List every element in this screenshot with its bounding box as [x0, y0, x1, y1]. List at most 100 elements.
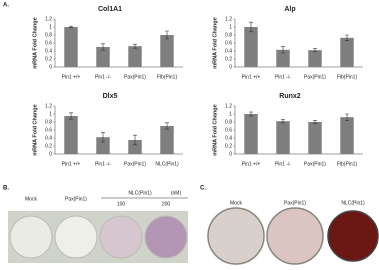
x-tick-label: Pax(Pin1) — [124, 74, 146, 80]
bar — [276, 49, 290, 67]
y-tick-label: 0.8 — [45, 32, 52, 38]
y-tick-label: 1.2 — [225, 103, 232, 109]
well-label: NLC(Pin1) — [128, 190, 152, 196]
error-bar — [281, 119, 285, 124]
y-tick-label: 1.2 — [225, 16, 232, 22]
bar — [308, 122, 322, 154]
y-axis-label: mRNA Fold Change — [212, 104, 218, 155]
y-tick-label: 0.4 — [45, 48, 52, 54]
well — [9, 215, 53, 259]
x-tick-label: Pin1 -/- — [95, 161, 111, 167]
y-tick-label: 0.8 — [225, 32, 232, 38]
bar — [128, 140, 142, 154]
y-tick-label: 0.6 — [45, 40, 52, 46]
dish — [327, 210, 379, 262]
y-tick-label: 0.4 — [225, 135, 232, 141]
y-tick-label: 1.2 — [45, 16, 52, 22]
bar — [64, 116, 78, 154]
x-tick-label: Flb(Pin1) — [337, 74, 358, 80]
unit-label: (nM) — [171, 190, 182, 196]
dish-label: NLC(Pin1) — [341, 200, 365, 206]
y-tick-label: 1 — [49, 111, 52, 117]
x-tick-label: Pin1 -/- — [275, 74, 291, 80]
dish-label: Pax(Pin1) — [284, 200, 306, 206]
bar — [244, 27, 258, 67]
error-bar — [165, 30, 169, 40]
panel-label: B. — [3, 186, 9, 192]
y-tick-label: 1 — [229, 111, 232, 117]
y-tick-label: 0.2 — [45, 56, 52, 62]
error-bar — [165, 122, 169, 130]
bar — [96, 137, 110, 154]
y-tick-label: 0.8 — [45, 119, 52, 125]
x-tick-label: Pin1 +/+ — [242, 161, 261, 167]
bar — [308, 50, 322, 67]
error-bar — [249, 111, 253, 117]
y-tick-label: 0.2 — [45, 143, 52, 149]
well — [144, 215, 188, 259]
chart-title: Runx2 — [279, 93, 301, 100]
y-tick-label: 0.6 — [45, 127, 52, 133]
y-tick-label: 0.8 — [225, 119, 232, 125]
y-tick-label: 0.2 — [225, 143, 232, 149]
chart-title: Alp — [284, 6, 295, 13]
chart-title: Col1A1 — [98, 6, 122, 13]
y-tick-label: 0 — [229, 151, 232, 157]
y-tick-label: 0 — [229, 64, 232, 70]
x-tick-label: Pax(Pin1) — [124, 161, 146, 167]
error-bar — [133, 134, 137, 146]
bar — [276, 121, 290, 154]
error-bar — [249, 21, 253, 33]
x-tick-label: Pin1 +/+ — [62, 74, 81, 80]
chart-title: Dlx5 — [103, 93, 118, 100]
x-tick-label: Pin1 +/+ — [62, 161, 81, 167]
y-tick-label: 1.2 — [45, 103, 52, 109]
bar — [64, 27, 78, 67]
dish — [207, 207, 265, 265]
dish-label: Mock — [230, 200, 242, 206]
bar — [128, 46, 142, 67]
bar — [160, 126, 174, 154]
x-tick-label: Flb(Pin1) — [337, 161, 358, 167]
x-tick-label: Flb(Pin1) — [157, 74, 178, 80]
x-tick-label: Pax(Pin1) — [304, 161, 326, 167]
bar — [96, 47, 110, 67]
error-bar — [101, 43, 105, 51]
error-bar — [281, 46, 285, 54]
dose-label: 200 — [162, 201, 171, 207]
x-tick-label: NLC(Pin1) — [155, 161, 179, 167]
error-bar — [69, 112, 73, 120]
panel-label: A. — [3, 3, 9, 9]
y-tick-label: 1 — [229, 24, 232, 30]
well — [99, 215, 143, 259]
y-tick-label: 0.6 — [225, 40, 232, 46]
y-tick-label: 0.6 — [225, 127, 232, 133]
y-axis-label: mRNA Fold Change — [32, 104, 38, 155]
error-bar — [345, 34, 349, 41]
error-bar — [345, 113, 349, 121]
x-tick-label: Pin1 -/- — [95, 74, 111, 80]
x-tick-label: Pax(Pin1) — [304, 74, 326, 80]
bar — [244, 114, 258, 154]
error-bar — [133, 43, 137, 49]
error-bar — [101, 132, 105, 143]
y-axis-label: mRNA Fold Change — [32, 17, 38, 68]
y-tick-label: 0.2 — [225, 56, 232, 62]
y-tick-label: 1 — [49, 24, 52, 30]
y-axis-label: mRNA Fold Change — [212, 17, 218, 68]
y-tick-label: 0.4 — [45, 135, 52, 141]
well-label: Mock — [25, 196, 37, 202]
error-bar — [313, 48, 317, 53]
well-label: Pax(Pin1) — [65, 196, 87, 202]
bar — [340, 117, 354, 154]
dish — [266, 207, 324, 265]
bar — [340, 37, 354, 67]
error-bar — [69, 25, 73, 29]
y-tick-label: 0 — [49, 64, 52, 70]
dose-label: 100 — [117, 201, 126, 207]
error-bar — [313, 120, 317, 124]
y-tick-label: 0.4 — [225, 48, 232, 54]
y-tick-label: 0 — [49, 151, 52, 157]
